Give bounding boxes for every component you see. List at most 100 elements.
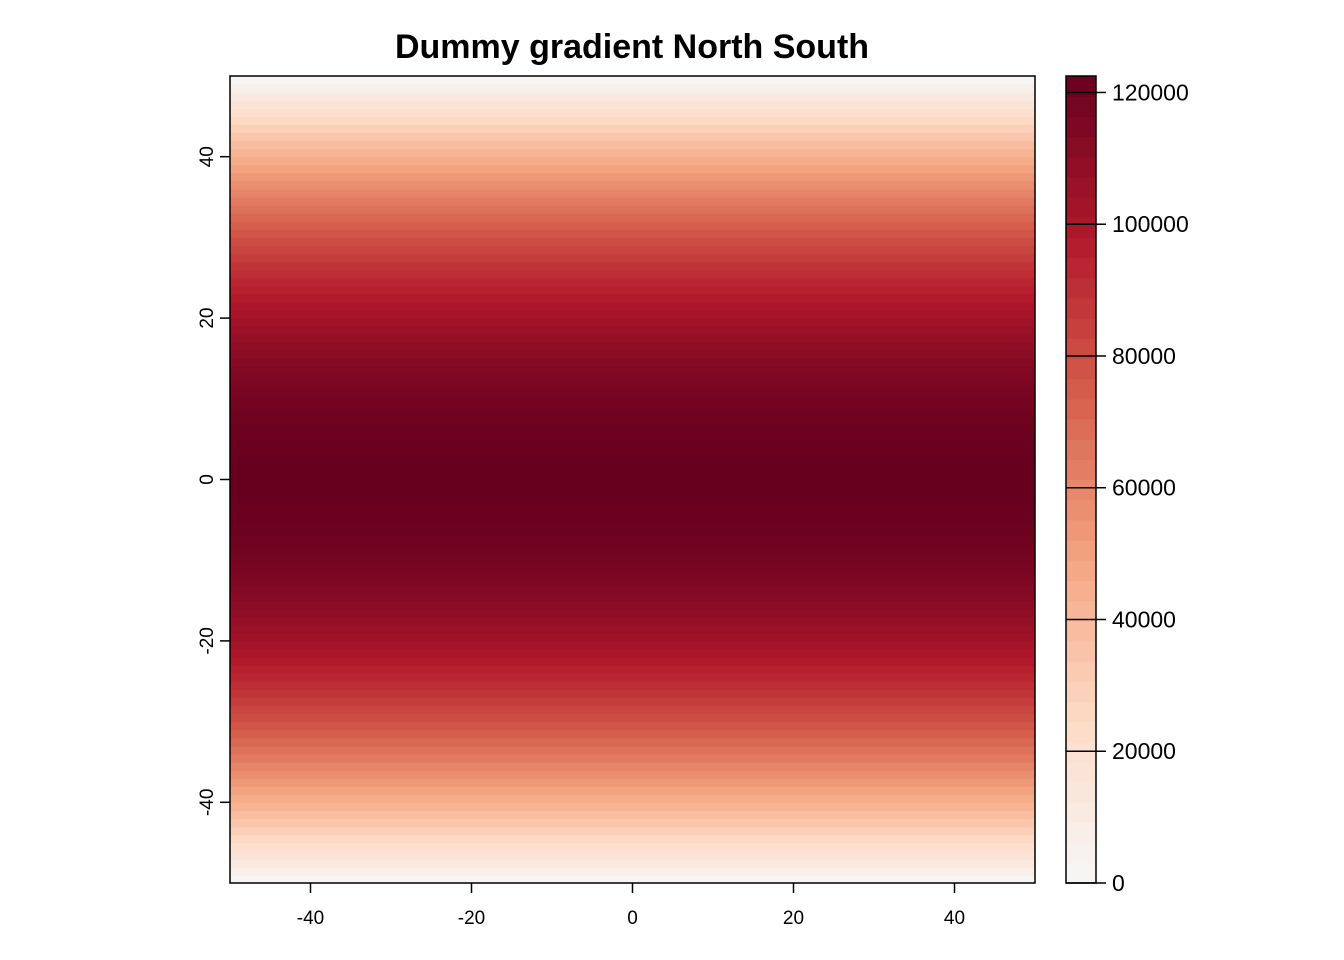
colorbar-tick-label: 60000: [1112, 475, 1176, 501]
raster-band: [230, 665, 1035, 674]
raster-band: [230, 866, 1035, 876]
raster-band: [230, 713, 1035, 723]
raster-band: [230, 874, 1035, 884]
raster-band: [230, 697, 1035, 707]
raster-band: [230, 511, 1035, 521]
raster-band: [230, 108, 1035, 117]
colorbar-bin: [1066, 479, 1096, 501]
raster-band: [230, 753, 1035, 763]
raster-band: [230, 406, 1035, 416]
raster-band: [230, 842, 1035, 852]
raster-band: [230, 544, 1035, 553]
raster-band: [230, 479, 1035, 489]
colorbar-bin: [1066, 297, 1096, 319]
x-tick-label: 0: [627, 908, 638, 929]
raster-band: [230, 237, 1035, 247]
colorbar-bin: [1066, 802, 1096, 824]
colorbar-tick-label: 40000: [1112, 606, 1176, 632]
raster-band: [230, 423, 1035, 432]
raster-band: [230, 164, 1035, 174]
raster-band: [230, 487, 1035, 497]
raster-band: [230, 310, 1035, 319]
raster-band: [230, 374, 1035, 384]
raster-band: [230, 447, 1035, 456]
colorbar-bin: [1066, 499, 1096, 521]
raster-band: [230, 221, 1035, 230]
colorbar-bin: [1066, 741, 1096, 763]
raster-band: [230, 414, 1035, 424]
colorbar-bin: [1066, 378, 1096, 400]
y-tick-label: 0: [197, 474, 218, 485]
raster-band: [230, 261, 1035, 271]
colorbar-bin: [1066, 217, 1096, 238]
colorbar-bin: [1066, 358, 1096, 380]
raster-band: [230, 124, 1035, 134]
raster-band: [230, 600, 1035, 610]
y-tick-label: -40: [197, 789, 218, 816]
raster-band: [230, 455, 1035, 464]
raster-band: [230, 342, 1035, 351]
heatmap-raster: [230, 76, 1035, 884]
raster-band: [230, 761, 1035, 771]
raster-band: [230, 503, 1035, 513]
colorbar-bin: [1066, 76, 1096, 97]
raster-band: [230, 84, 1035, 93]
raster-band: [230, 794, 1035, 803]
colorbar-bin: [1066, 600, 1096, 622]
colorbar-bin: [1066, 277, 1096, 299]
colorbar-bin: [1066, 439, 1096, 460]
raster-band: [230, 689, 1035, 698]
y-tick-label: 40: [197, 146, 218, 167]
raster-band: [230, 148, 1035, 158]
raster-band: [230, 802, 1035, 811]
raster-band: [230, 269, 1035, 279]
raster-band: [230, 552, 1035, 561]
raster-band: [230, 568, 1035, 577]
raster-band: [230, 439, 1035, 448]
raster-band: [230, 834, 1035, 844]
colorbar-bin: [1066, 176, 1096, 198]
x-tick-label: 40: [944, 908, 965, 929]
raster-band: [230, 140, 1035, 150]
colorbar-bin: [1066, 338, 1096, 360]
raster-band: [230, 229, 1035, 238]
raster-band: [230, 640, 1035, 650]
colorbar-bin: [1066, 620, 1096, 642]
raster-band: [230, 293, 1035, 303]
raster-band: [230, 826, 1035, 836]
raster-band: [230, 576, 1035, 586]
colorbar-bin: [1066, 136, 1096, 158]
colorbar-bin: [1066, 640, 1096, 662]
raster-band: [230, 285, 1035, 295]
colorbar: [1066, 76, 1096, 884]
x-axis: -40 -20 0 20 40: [297, 883, 965, 929]
colorbar-bin: [1066, 96, 1096, 117]
raster-band: [230, 527, 1035, 537]
raster-band: [230, 463, 1035, 473]
colorbar-bin: [1066, 459, 1096, 481]
colorbar-bin: [1066, 822, 1096, 844]
raster-band: [230, 366, 1035, 376]
raster-band: [230, 519, 1035, 529]
raster-band: [230, 608, 1035, 618]
raster-band: [230, 770, 1035, 779]
colorbar-bin: [1066, 560, 1096, 581]
raster-band: [230, 431, 1035, 440]
colorbar-bin: [1066, 237, 1096, 259]
colorbar-bin: [1066, 681, 1096, 703]
raster-band: [230, 648, 1035, 658]
raster-band: [230, 334, 1035, 343]
raster-band: [230, 398, 1035, 408]
raster-band: [230, 301, 1035, 311]
colorbar-bin: [1066, 540, 1096, 561]
raster-band: [230, 624, 1035, 634]
colorbar-bin: [1066, 257, 1096, 279]
raster-band: [230, 729, 1035, 739]
raster-band: [230, 132, 1035, 142]
raster-band: [230, 180, 1035, 190]
colorbar-tick-label: 0: [1112, 870, 1125, 896]
chart-title: Dummy gradient North South: [395, 28, 869, 66]
raster-band: [230, 213, 1035, 222]
colorbar-bin: [1066, 197, 1096, 218]
